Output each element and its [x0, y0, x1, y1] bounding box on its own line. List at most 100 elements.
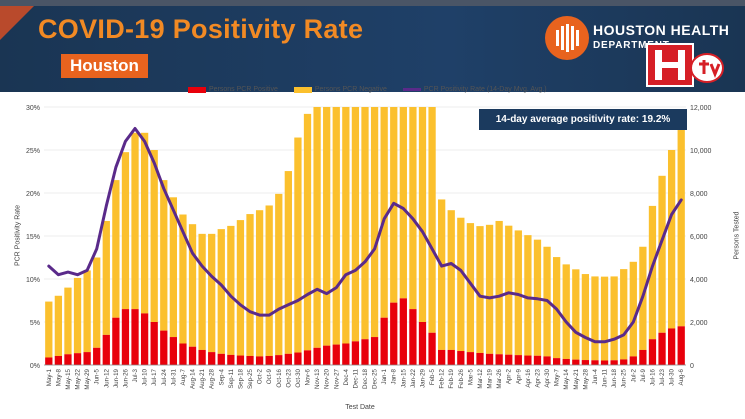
bar-negative	[121, 152, 130, 310]
x-tick-label: Apr-9	[515, 368, 522, 384]
bar-positive	[93, 347, 101, 365]
bar-negative	[303, 113, 312, 351]
bar-negative	[667, 150, 676, 329]
bar-positive	[73, 353, 82, 365]
bar-negative	[131, 132, 139, 310]
corner-accent	[0, 6, 34, 40]
bar-positive	[64, 354, 72, 365]
y-axis-title-right: Persons Tested	[733, 211, 741, 260]
page-title: COVID-19 Positivity Rate	[38, 14, 364, 44]
x-tick-label: Aug-6	[678, 368, 685, 385]
positivity-rate-badge: 14-day average positivity rate: 19.2%	[479, 109, 687, 130]
bar-negative	[428, 107, 436, 333]
bar-negative	[140, 132, 149, 314]
bar-negative	[457, 217, 465, 352]
bar-positive	[332, 344, 340, 365]
bar-positive	[495, 354, 503, 365]
x-tick-label: Jul-9	[640, 368, 647, 382]
x-tick-label: Nov-6	[305, 368, 312, 385]
bar-negative	[351, 107, 360, 342]
bar-negative	[438, 199, 446, 350]
x-tick-label: Apr-16	[525, 368, 532, 387]
legend-label-rate: PCR Positivity Rate (14-Day Mvg. Avg.)	[423, 86, 547, 93]
bar-negative	[217, 229, 225, 354]
bar-positive	[485, 353, 494, 365]
bar-positive	[265, 355, 273, 365]
bar-negative	[160, 180, 168, 331]
y-tick-label: 5%	[30, 320, 40, 327]
bar-positive	[553, 358, 561, 365]
bar-positive	[610, 360, 618, 365]
bar-positive	[591, 360, 599, 365]
bar-negative	[275, 193, 283, 356]
x-tick-label: Feb-26	[458, 368, 465, 388]
x-tick-label: Feb-5	[429, 368, 436, 385]
x-tick-label: Apr-23	[535, 368, 542, 387]
x-tick-label: Oct-9	[266, 368, 273, 384]
x-tick-label: Jun-26	[122, 368, 129, 387]
x-tick-label: Jul-17	[151, 368, 158, 385]
bar-negative	[188, 224, 197, 347]
city-label: Houston	[61, 54, 148, 78]
bar-positive	[236, 355, 245, 365]
bar-negative	[361, 107, 369, 340]
bar-positive	[370, 337, 379, 365]
bar-positive	[667, 328, 676, 365]
x-tick-label: Jan-8	[391, 368, 398, 384]
y-tick-label: 30%	[26, 105, 40, 112]
bar-positive	[620, 359, 628, 365]
bar-positive	[418, 322, 427, 365]
y-tick-label: 25%	[26, 148, 40, 155]
bar-negative	[342, 107, 350, 344]
bar-positive	[131, 309, 139, 365]
x-tick-label: Dec-11	[352, 368, 359, 388]
x-tick-label: Jul-23	[659, 368, 666, 385]
x-tick-label: Jun-11	[602, 368, 609, 387]
logo-line2: DEPARTMENT	[593, 40, 670, 51]
bar-positive	[140, 313, 149, 365]
y-tick-label: 0%	[30, 363, 40, 370]
bar-positive	[572, 359, 580, 365]
y-tick-label: 10%	[26, 277, 40, 284]
x-tick-label: May-21	[573, 368, 580, 389]
bar-negative	[620, 269, 628, 360]
bar-positive	[160, 330, 168, 365]
x-tick-label: May-7	[554, 368, 561, 386]
bar-negative	[332, 107, 340, 345]
bar-negative	[198, 233, 206, 350]
bar-negative	[102, 220, 110, 335]
x-axis-title: Test Date	[345, 404, 375, 411]
x-tick-label: Jul-30	[669, 368, 676, 385]
bar-negative	[380, 107, 388, 318]
y-tick-label: 15%	[26, 234, 40, 241]
bar-negative	[447, 210, 455, 350]
logo-line1: HOUSTON HEALTH	[593, 22, 730, 38]
x-tick-label: May-22	[75, 368, 82, 389]
x-tick-label: Feb-12	[439, 368, 446, 388]
x-tick-label: Jun-19	[113, 368, 120, 387]
bar-negative	[505, 225, 513, 355]
x-tick-label: May-14	[563, 368, 570, 389]
bar-positive	[169, 337, 177, 365]
bar-positive	[198, 349, 206, 365]
bar-negative	[409, 107, 417, 310]
y2-tick-label: 10,000	[690, 148, 712, 155]
bar-negative	[466, 223, 475, 353]
bar-positive	[677, 326, 685, 365]
bar-negative	[476, 226, 484, 353]
positivity-rate-line	[47, 127, 683, 344]
bar-positive	[466, 352, 475, 365]
bar-positive	[524, 355, 532, 365]
bar-negative	[294, 137, 302, 353]
bar-negative	[45, 301, 53, 358]
bar-negative	[370, 107, 379, 338]
bar-positive	[658, 332, 666, 365]
bar-positive	[505, 354, 513, 365]
health-dept-logo-icon	[545, 16, 589, 60]
bar-positive	[45, 357, 53, 365]
x-tick-label: Sep-11	[228, 368, 235, 388]
x-tick-label: Jul-24	[161, 368, 168, 385]
x-tick-label: Feb-19	[448, 368, 455, 388]
bar-positive	[380, 317, 388, 365]
bar-positive	[476, 352, 484, 365]
